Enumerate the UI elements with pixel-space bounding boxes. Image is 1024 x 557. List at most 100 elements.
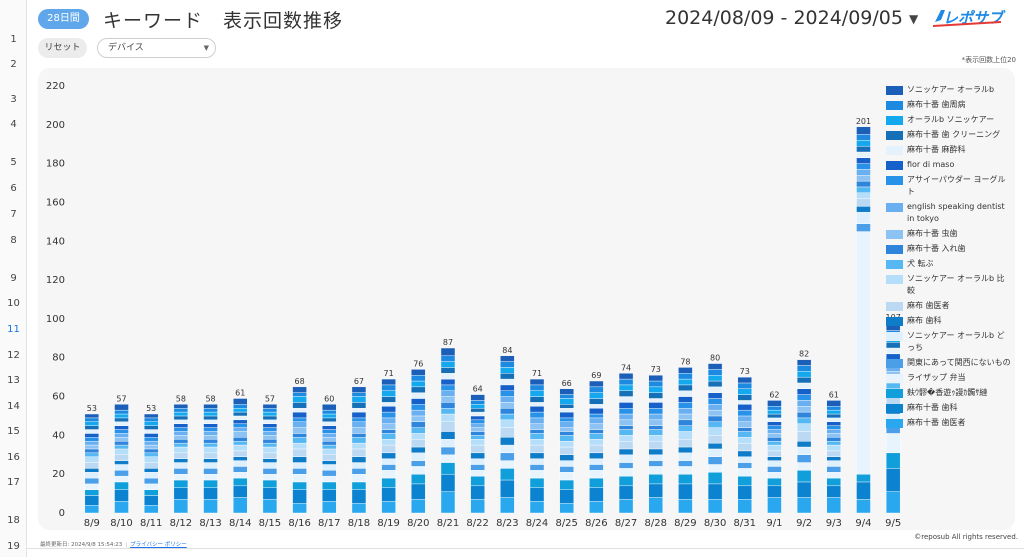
bar-segment[interactable] <box>707 380 723 388</box>
bar-segment[interactable] <box>322 433 337 438</box>
bar-segment[interactable] <box>292 442 307 450</box>
bar-segment[interactable] <box>143 477 159 485</box>
bar-segment[interactable] <box>529 423 545 430</box>
bar-segment[interactable] <box>737 382 752 389</box>
bar-segment[interactable] <box>618 413 634 421</box>
reset-button[interactable]: リセット <box>38 38 87 58</box>
bar-segment[interactable] <box>529 390 545 397</box>
bar-segment[interactable] <box>262 473 278 481</box>
bar-segment[interactable] <box>559 404 574 409</box>
bar-segment[interactable] <box>470 404 485 409</box>
bar-segment[interactable] <box>381 390 396 397</box>
row-number[interactable]: 17 <box>7 477 20 488</box>
bar-segment[interactable] <box>559 446 574 455</box>
bar-segment[interactable] <box>529 458 545 465</box>
bar-segment[interactable] <box>559 427 574 432</box>
bar-segment[interactable] <box>648 392 663 399</box>
bar-segment[interactable] <box>559 503 574 514</box>
bar-segment[interactable] <box>143 468 159 473</box>
bar-segment[interactable] <box>500 367 515 374</box>
bar-segment[interactable] <box>767 466 782 473</box>
bar-segment[interactable] <box>678 439 693 448</box>
legend-item[interactable]: 犬 転ぶ <box>886 258 1011 270</box>
bar-segment[interactable] <box>292 489 307 504</box>
bar-segment[interactable] <box>440 355 456 362</box>
row-number[interactable]: 15 <box>7 426 20 437</box>
bar-segment[interactable] <box>589 423 604 430</box>
bar-segment[interactable] <box>411 433 426 440</box>
bar-segment[interactable] <box>737 376 752 384</box>
bar-segment[interactable] <box>589 398 604 405</box>
row-number[interactable]: 13 <box>7 375 20 386</box>
bar-segment[interactable] <box>737 400 752 405</box>
bar-segment[interactable] <box>351 411 367 419</box>
bar-segment[interactable] <box>173 431 189 436</box>
bar-segment[interactable] <box>351 392 367 397</box>
bar-segment[interactable] <box>707 456 723 465</box>
bar-segment[interactable] <box>173 435 189 440</box>
legend-item[interactable]: 麻布十番 入れ歯 <box>886 243 1011 255</box>
legend-item[interactable]: ライザップ 弁当 <box>886 372 1011 384</box>
bar-segment[interactable] <box>826 417 842 422</box>
bar-segment[interactable] <box>856 223 871 232</box>
legend-item[interactable]: オーラルb ソニッケアー <box>886 114 1011 126</box>
bar-segment[interactable] <box>381 477 396 488</box>
bar-segment[interactable] <box>856 198 871 207</box>
bar-segment[interactable] <box>203 423 218 428</box>
bar-segment[interactable] <box>796 371 812 378</box>
bar-segment[interactable] <box>707 363 723 370</box>
bar-segment[interactable] <box>826 444 842 452</box>
bar-segment[interactable] <box>203 473 218 481</box>
bar-segment[interactable] <box>470 431 485 436</box>
bar-segment[interactable] <box>500 378 515 386</box>
bar-segment[interactable] <box>648 497 663 514</box>
bar-segment[interactable] <box>737 442 752 452</box>
bar-segment[interactable] <box>173 415 189 421</box>
bar-segment[interactable] <box>381 452 396 459</box>
bar-segment[interactable] <box>885 468 901 492</box>
bar-segment[interactable] <box>292 473 307 483</box>
bar-segment[interactable] <box>262 446 278 454</box>
bar-segment[interactable] <box>529 378 545 386</box>
bar-segment[interactable] <box>559 440 574 448</box>
bar-segment[interactable] <box>648 419 663 426</box>
bar-segment[interactable] <box>233 497 248 514</box>
bar-segment[interactable] <box>767 400 782 407</box>
bar-segment[interactable] <box>322 437 337 442</box>
bar-segment[interactable] <box>470 444 485 454</box>
bar-segment[interactable] <box>440 384 456 391</box>
bar-segment[interactable] <box>440 473 456 492</box>
bar-segment[interactable] <box>678 452 693 461</box>
bar-segment[interactable] <box>529 452 545 459</box>
bar-segment[interactable] <box>856 473 871 483</box>
bar-segment[interactable] <box>648 483 663 498</box>
bar-segment[interactable] <box>114 425 129 430</box>
bar-segment[interactable] <box>351 442 367 450</box>
legend-item[interactable]: 麻布十番 麻酔科 <box>886 144 1011 156</box>
bar-segment[interactable] <box>114 489 129 502</box>
bar-segment[interactable] <box>618 373 634 380</box>
bar-segment[interactable] <box>440 491 456 514</box>
bar-segment[interactable] <box>796 431 812 442</box>
bar-segment[interactable] <box>500 419 515 428</box>
bar-segment[interactable] <box>114 409 129 415</box>
bar-segment[interactable] <box>826 460 842 467</box>
bar-segment[interactable] <box>529 487 545 502</box>
bar-segment[interactable] <box>826 485 842 498</box>
bar-segment[interactable] <box>470 411 485 417</box>
bar-segment[interactable] <box>143 440 159 446</box>
bar-segment[interactable] <box>678 367 693 374</box>
bar-segment[interactable] <box>322 440 337 446</box>
legend-item[interactable]: 麻布十番 歯 クリーニング <box>886 129 1011 141</box>
bar-segment[interactable] <box>826 429 842 434</box>
bar-segment[interactable] <box>589 452 604 459</box>
bar-segment[interactable] <box>351 456 367 463</box>
bar-segment[interactable] <box>411 483 426 500</box>
bar-segment[interactable] <box>114 437 129 442</box>
bar-segment[interactable] <box>856 163 871 170</box>
device-select[interactable]: デバイス ▼ <box>97 38 216 58</box>
bar-segment[interactable] <box>203 407 218 413</box>
bar-segment[interactable] <box>678 473 693 485</box>
bar-segment[interactable] <box>440 347 456 356</box>
bar-segment[interactable] <box>322 454 337 461</box>
